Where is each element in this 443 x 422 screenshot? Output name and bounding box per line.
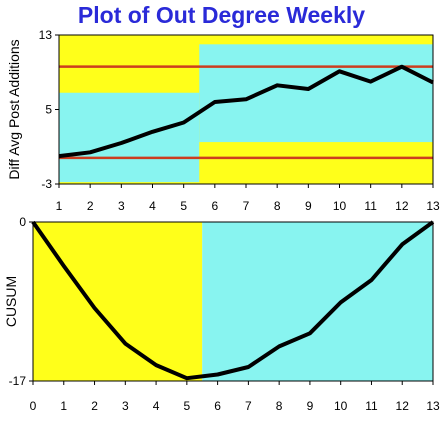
x-tick-label: 10 — [333, 199, 347, 213]
x-tick-label: 8 — [274, 199, 281, 213]
x-tick-label: 1 — [56, 199, 63, 213]
zone-band-1 — [33, 222, 203, 381]
x-tick-label: 12 — [396, 399, 410, 413]
y-tick-label: 13 — [39, 28, 53, 42]
series-line-out-degree — [58, 64, 434, 159]
zone-band-2 — [202, 222, 433, 381]
x-tick-label: 6 — [214, 399, 221, 413]
x-tick-label: 0 — [30, 399, 37, 413]
x-tick-label: 6 — [211, 199, 218, 213]
x-tick-label: 1 — [60, 399, 67, 413]
y-tick-label: -3 — [41, 177, 52, 191]
x-tick-label: 5 — [180, 199, 187, 213]
x-tick-label: 13 — [426, 399, 440, 413]
x-tick-label: 4 — [149, 199, 156, 213]
x-tick-label: 5 — [184, 399, 191, 413]
x-tick-label: 7 — [243, 199, 250, 213]
x-tick-label: 9 — [305, 199, 312, 213]
x-tick-label: 2 — [87, 199, 94, 213]
x-tick-label: 8 — [276, 399, 283, 413]
x-tick-label: 13 — [426, 199, 440, 213]
x-tick-label: 3 — [118, 199, 125, 213]
x-tick-label: 7 — [245, 399, 252, 413]
x-tick-label: 9 — [307, 399, 314, 413]
x-tick-label: 2 — [91, 399, 98, 413]
y-tick-label: 0 — [19, 215, 26, 229]
x-tick-label: 12 — [395, 199, 409, 213]
x-tick-label: 4 — [153, 399, 160, 413]
chart-title: Plot of Out Degree Weekly — [77, 2, 366, 28]
plot-frame — [32, 221, 434, 382]
zone-band-1 — [59, 92, 200, 183]
zone-band-2 — [199, 44, 433, 143]
x-tick-label: 11 — [365, 399, 378, 413]
x-tick-label: 3 — [122, 399, 129, 413]
y-axis-label-bottom: CUSUM — [3, 276, 19, 327]
series-line-cusum — [31, 220, 435, 381]
y-axis-label-top: Diff Avg Post Additions — [6, 39, 22, 179]
y-tick-label: 5 — [45, 103, 52, 117]
x-tick-label: 10 — [334, 399, 348, 413]
x-tick-label: 11 — [364, 199, 377, 213]
y-tick-label: -17 — [9, 374, 27, 388]
